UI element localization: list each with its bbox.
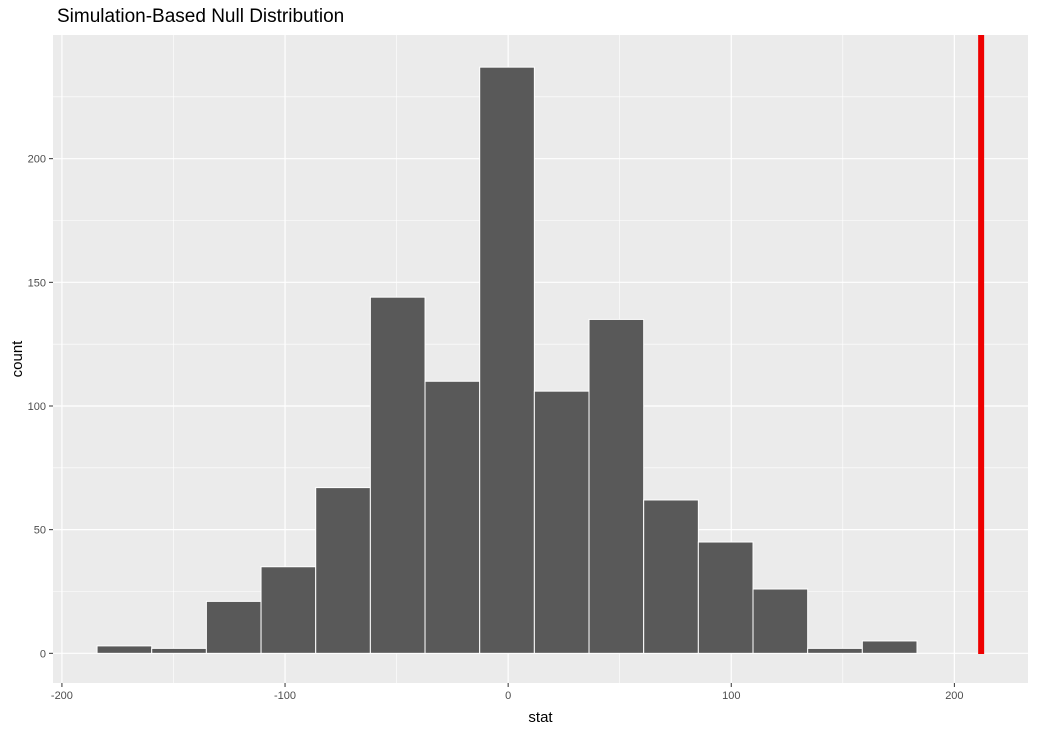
histogram-bar <box>315 487 371 654</box>
y-tick-label: 0 <box>40 648 46 660</box>
x-axis-title: stat <box>528 709 553 726</box>
histogram-bar <box>151 647 207 654</box>
x-axis-ticks: -200 -100 0 100 200 <box>51 683 964 702</box>
histogram-bars <box>96 66 918 654</box>
x-tick-label: 0 <box>505 690 511 702</box>
histogram-bar <box>479 66 535 654</box>
histogram-bar <box>861 640 918 654</box>
histogram-bar <box>588 318 645 654</box>
histogram-bar <box>260 566 317 654</box>
y-tick-label: 100 <box>28 401 46 413</box>
x-tick-label: 200 <box>945 690 963 702</box>
y-axis-ticks: 0 50 100 150 200 <box>28 154 53 660</box>
histogram-bar <box>807 647 863 654</box>
chart-title: Simulation-Based Null Distribution <box>57 6 345 27</box>
y-tick-label: 50 <box>34 525 46 537</box>
histogram-bar <box>96 645 153 654</box>
x-tick-label: -200 <box>51 690 73 702</box>
histogram-bar <box>752 588 809 654</box>
histogram-bar <box>369 296 426 654</box>
x-tick-label: 100 <box>722 690 740 702</box>
y-tick-label: 200 <box>28 154 46 166</box>
histogram-bar <box>533 390 590 654</box>
x-tick-label: -100 <box>274 690 296 702</box>
histogram-bar <box>697 541 754 654</box>
y-axis-title: count <box>9 340 26 378</box>
histogram-bar <box>643 499 699 654</box>
histogram-bar <box>205 600 262 654</box>
y-tick-label: 150 <box>28 277 46 289</box>
histogram-bar <box>424 380 481 654</box>
